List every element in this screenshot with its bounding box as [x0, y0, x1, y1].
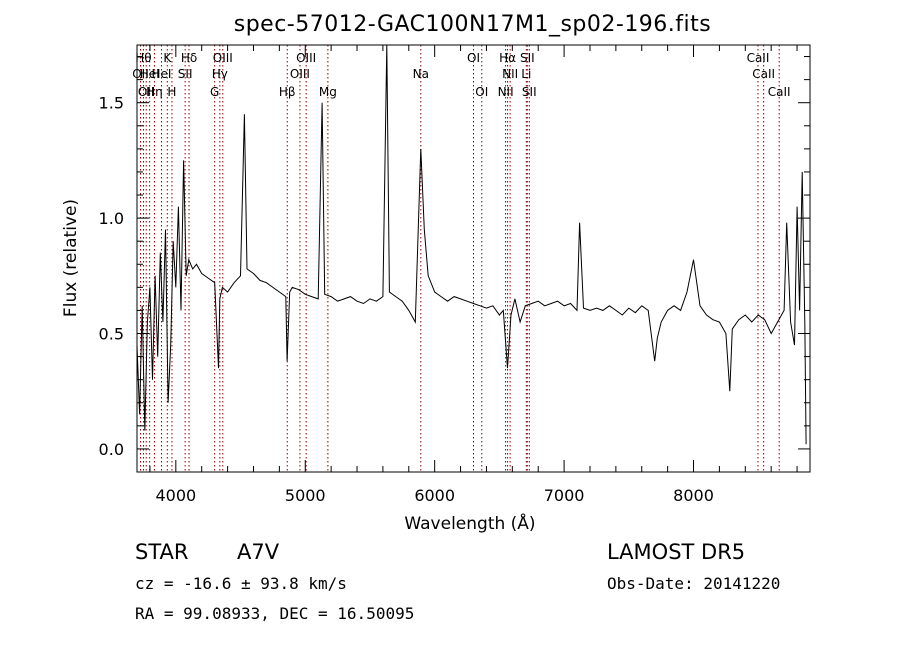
observation-date: Obs-Date: 20141220 — [607, 574, 781, 593]
axis-tick-labels: 4000 5000 6000 7000 8000 0.0 0.5 1.0 1.5 — [99, 94, 714, 505]
spectral-line-label: OI — [475, 85, 488, 99]
object-class: STAR — [135, 540, 189, 564]
spectral-line-label: Na — [413, 67, 429, 81]
plot-frame — [136, 44, 811, 473]
spectral-line-label: Hβ — [279, 85, 296, 99]
chart-title: spec-57012-GAC100N17M1_sp02-196.fits — [233, 12, 712, 37]
spectral-line-label: OIII — [296, 51, 316, 65]
y-tick-label: 0.5 — [99, 325, 124, 344]
spectral-line-label: CaII — [752, 67, 775, 81]
spectral-line-label: K — [163, 51, 172, 65]
spectral-line-label: OIII — [290, 67, 310, 81]
x-tick-label: 6000 — [414, 486, 455, 505]
spectral-line-label: CaII — [768, 85, 791, 99]
spectral-line-label: HeI — [140, 67, 160, 81]
spectral-line-label: SII — [178, 67, 193, 81]
x-tick-label: 7000 — [544, 486, 585, 505]
spectral-line-label: Li — [521, 67, 531, 81]
spectral-line-label: NII — [502, 67, 518, 81]
spectral-line-label: NII — [498, 85, 514, 99]
spectral-line-label: Hη — [146, 85, 163, 99]
line-marker-label-layer: OIIHθOIIHeIHηHeIKHSIIHδGHγOIIIHβOIIIOIII… — [132, 51, 790, 99]
sky-coordinates: RA = 99.08933, DEC = 16.50095 — [135, 604, 415, 623]
y-tick-label: 1.0 — [99, 209, 124, 228]
y-tick-label: 0.0 — [99, 440, 124, 459]
spectral-line-label: Hα — [499, 51, 516, 65]
x-axis-label: Wavelength (Å) — [404, 512, 535, 534]
spectral-line-label: OIII — [213, 51, 233, 65]
x-tick-label: 8000 — [673, 486, 714, 505]
spectral-line-label: SII — [520, 51, 535, 65]
axis-ticks — [137, 45, 810, 473]
line-marker-layer — [139, 45, 780, 472]
spectral-line-label: G — [210, 85, 219, 99]
spectral-line-label: Mg — [319, 85, 337, 99]
object-subclass: A7V — [237, 540, 280, 564]
spectral-line-label: H — [167, 85, 176, 99]
y-tick-label: 1.5 — [99, 94, 124, 113]
spectral-line-label: OII — [132, 67, 149, 81]
spectral-line-label: Hθ — [135, 51, 151, 65]
redshift-velocity: cz = -16.6 ± 93.8 km/s — [135, 574, 347, 593]
y-axis-label: Flux (relative) — [61, 199, 81, 317]
spectral-line-label: OII — [138, 85, 155, 99]
spectral-line-label: Hγ — [212, 67, 228, 81]
spectral-line-label: Hδ — [181, 51, 197, 65]
x-tick-label: 4000 — [155, 486, 196, 505]
spectral-line-label: SII — [522, 85, 537, 99]
survey-name: LAMOST DR5 — [607, 540, 746, 564]
spectrum-series-line — [136, 44, 807, 445]
spectral-line-label: OI — [467, 51, 480, 65]
spectral-line-label: HeI — [151, 67, 171, 81]
spectral-line-label: CaII — [747, 51, 770, 65]
x-tick-label: 5000 — [285, 486, 326, 505]
